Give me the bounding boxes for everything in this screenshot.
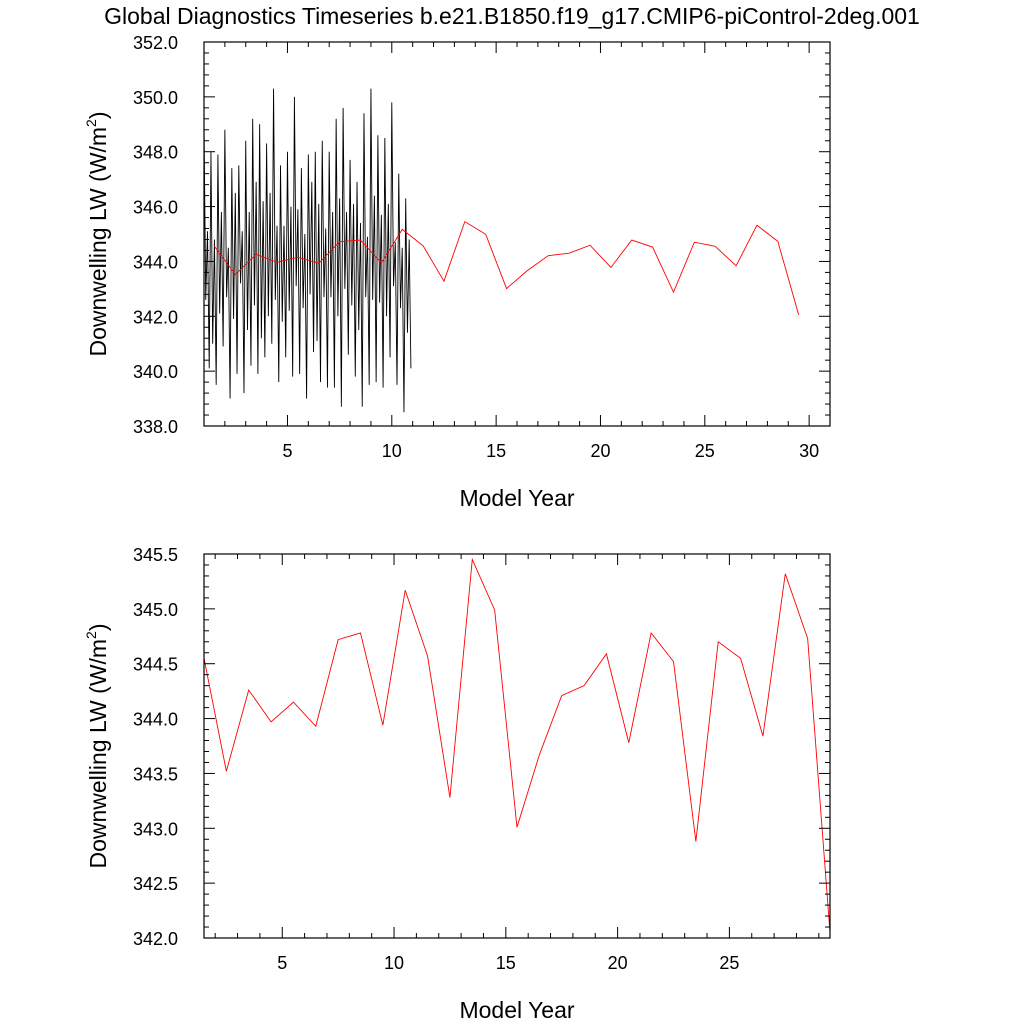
- y-tick-label: 342.0: [133, 307, 178, 327]
- x-tick-label: 5: [277, 953, 287, 973]
- y-tick-label: 343.5: [133, 764, 178, 784]
- y-axis-label-end: ): [85, 623, 111, 631]
- x-tick-label: 20: [590, 441, 610, 461]
- x-tick-label: 20: [608, 953, 628, 973]
- y-tick-label: 344.0: [133, 252, 178, 272]
- annual-line-0: [204, 557, 830, 933]
- plot-frame: [203, 553, 831, 939]
- y-tick-label: 346.0: [133, 198, 178, 218]
- x-axis-label: Model Year: [459, 485, 574, 511]
- y-axis-label: Downwelling LW (W/m2): [83, 623, 111, 868]
- y-tick-label: 342.0: [133, 929, 178, 949]
- lower-timeseries-panel: 5 10 15 20 25 342.0 342.5 343.0 343.5 344.0 344.5 3…: [83, 545, 831, 1023]
- y-axis-label-main: Downwelling LW (W/m: [85, 127, 111, 357]
- y-tick-label: 345.0: [133, 600, 178, 620]
- x-tick-label: 25: [695, 441, 715, 461]
- x-tick-label: 10: [384, 953, 404, 973]
- y-tick-label: 345.5: [133, 545, 178, 565]
- y-tick-label: 338.0: [133, 417, 178, 437]
- x-tick-label: 15: [486, 441, 506, 461]
- y-axis-label: Downwelling LW (W/m2): [83, 111, 111, 356]
- y-tick-label: 348.0: [133, 143, 178, 163]
- monthly-line-0: [204, 88, 412, 413]
- x-tick-label: 5: [282, 441, 292, 461]
- annual-line-1: [214, 220, 800, 316]
- x-tick-label: 25: [719, 953, 739, 973]
- y-axis-label-superscript: 2: [83, 119, 99, 127]
- x-tick-label: 15: [496, 953, 516, 973]
- x-tick-label: 10: [382, 441, 402, 461]
- x-tick-label: 30: [799, 441, 819, 461]
- y-tick-label: 340.0: [133, 362, 178, 382]
- y-axis-label-main: Downwelling LW (W/m: [85, 639, 111, 869]
- y-axis-label-end: ): [85, 111, 111, 119]
- y-tick-label: 352.0: [133, 33, 178, 53]
- figure-title: Global Diagnostics Timeseries b.e21.B185…: [104, 3, 920, 29]
- x-axis-label: Model Year: [459, 997, 574, 1023]
- y-tick-label: 344.0: [133, 710, 178, 730]
- y-tick-label: 343.0: [133, 819, 178, 839]
- y-tick-label: 350.0: [133, 88, 178, 108]
- y-tick-label: 342.5: [133, 874, 178, 894]
- y-tick-label: 344.5: [133, 655, 178, 675]
- upper-timeseries-panel: 5 10 15 20 25 30 338.0 340.0 342.0 344.0 346.0 348.…: [83, 33, 831, 511]
- y-axis-label-superscript: 2: [83, 631, 99, 639]
